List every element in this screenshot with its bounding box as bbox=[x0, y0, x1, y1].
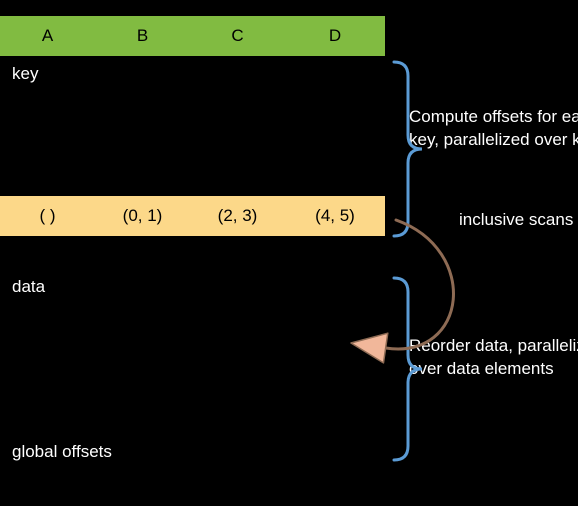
offsets-row: ( )(0, 1)(2, 3)(4, 5) bbox=[0, 196, 385, 236]
block2-text: Reorder data, parallelizedover data elem… bbox=[409, 335, 578, 381]
header-cell-3: D bbox=[285, 26, 385, 46]
label-global-offsets: global offsets bbox=[12, 441, 112, 464]
offset-cell-3: (4, 5) bbox=[285, 206, 385, 226]
text-line: Compute offsets for each bbox=[409, 106, 578, 129]
label-key: key bbox=[12, 63, 38, 86]
label-data: data bbox=[12, 276, 45, 299]
offset-cell-1: (0, 1) bbox=[95, 206, 190, 226]
block1-text: Compute offsets for eachkey, parallelize… bbox=[409, 106, 578, 152]
text-line: over data elements bbox=[409, 358, 578, 381]
text-line: Reorder data, parallelized bbox=[409, 335, 578, 358]
offset-cell-2: (2, 3) bbox=[190, 206, 285, 226]
caption-inclusive-scans: inclusive scans bbox=[459, 209, 573, 232]
header-row: ABCD bbox=[0, 16, 385, 56]
header-cell-1: B bbox=[95, 26, 190, 46]
header-cell-2: C bbox=[190, 26, 285, 46]
header-cell-0: A bbox=[0, 26, 95, 46]
text-line: key, parallelized over keys bbox=[409, 129, 578, 152]
offset-cell-0: ( ) bbox=[0, 206, 95, 226]
